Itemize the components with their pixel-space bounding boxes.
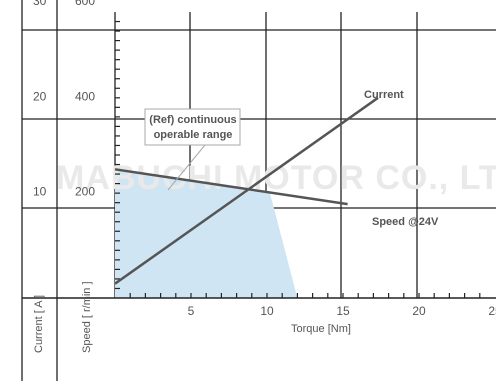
axis-frame (21, 0, 496, 381)
grid (22, 12, 496, 298)
current-axis-title: Current [ A ] (33, 295, 45, 353)
x-axis-title: Torque [Nm] (291, 323, 351, 335)
speed-tick-label: 600 (75, 0, 95, 8)
current-tick-label: 30 (33, 0, 47, 8)
current-tick-label: 10 (33, 185, 47, 199)
x-tick-label: 20 (412, 304, 426, 318)
current-line (114, 96, 379, 285)
x-tick-label: 15 (336, 304, 350, 318)
region-annotation: (Ref) continuous operable range (144, 108, 241, 191)
x-tick-label: 5 (188, 304, 195, 318)
watermark-text: MABUCHI MOTOR CO., LTD (56, 159, 496, 197)
label-layer: 10 20 30 200 400 600 5 10 15 20 25 Current Speed @24… (33, 0, 496, 318)
region-annotation-line-1: (Ref) continuous (149, 114, 236, 126)
region-annotation-line-2: operable range (154, 129, 233, 141)
speed-line (114, 168, 348, 206)
region-annotation-leader (167, 144, 206, 191)
x-tick-label: 10 (260, 304, 274, 318)
current-series-label: Current (364, 89, 404, 101)
current-tick-label: 20 (33, 89, 47, 103)
x-tick-label: 25 (488, 304, 496, 318)
speed-series-label: Speed @24V (372, 216, 439, 228)
continuous-operable-range-region (115, 169, 298, 298)
series-layer (114, 96, 379, 285)
speed-axis-title: Speed [ r/min ] (81, 281, 93, 353)
speed-tick-label: 200 (75, 185, 95, 199)
speed-tick-label: 400 (75, 89, 95, 103)
region-annotation-box (144, 108, 241, 146)
